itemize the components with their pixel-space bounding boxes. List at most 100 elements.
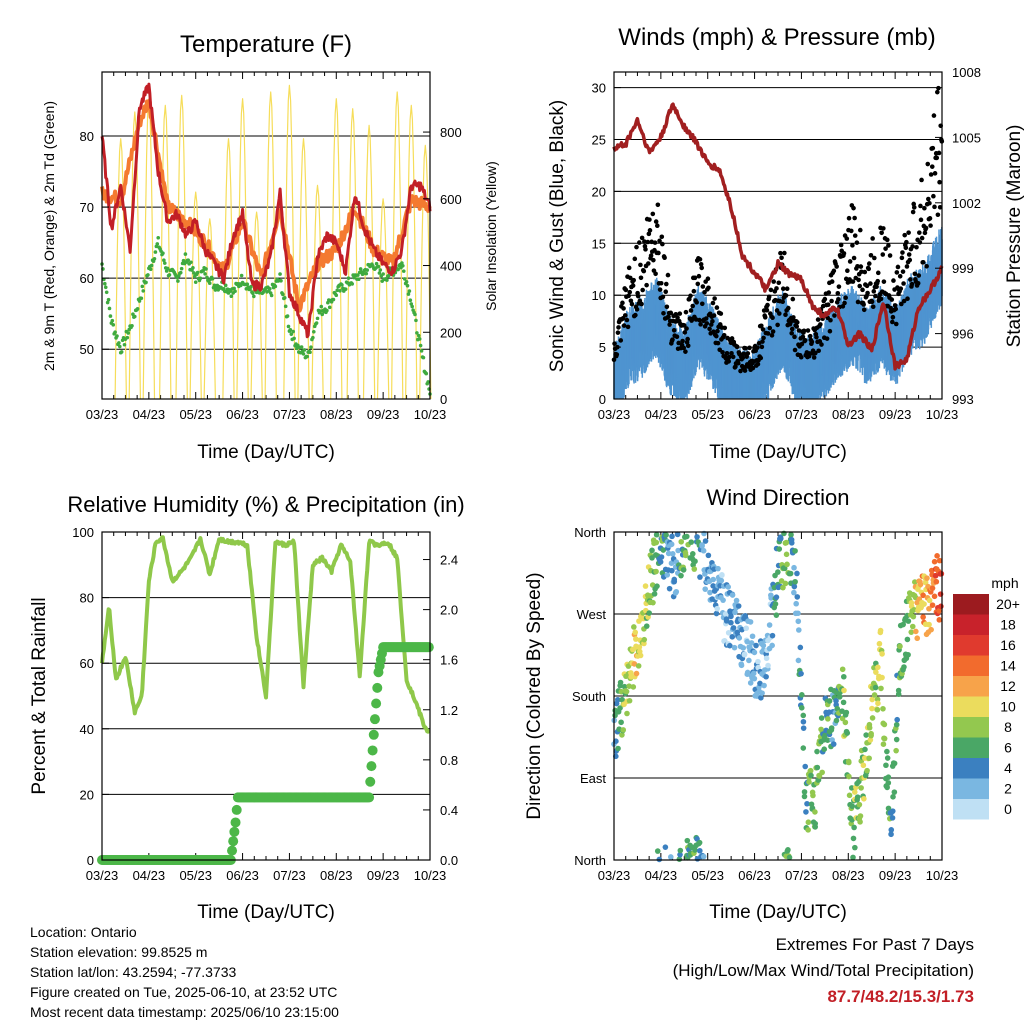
gust-point [656, 250, 661, 256]
direction-point [797, 644, 804, 651]
gust-point [671, 327, 677, 333]
td-point [283, 304, 288, 309]
dir-ylabel: Direction (Colored By Speed) [524, 572, 545, 819]
td-point [232, 286, 236, 291]
direction-point [673, 588, 680, 595]
gust-point [747, 345, 752, 351]
direction-point [714, 605, 721, 612]
gust-point [775, 322, 780, 328]
direction-point [824, 737, 831, 743]
td-point [416, 333, 421, 338]
direction-point [857, 813, 864, 819]
direction-point [769, 632, 776, 639]
rain-point [366, 761, 377, 772]
gust-point [903, 245, 909, 251]
direction-point [862, 746, 868, 753]
rh-title: Relative Humidity (%) & Precipitation (i… [67, 492, 464, 517]
td-point [204, 267, 208, 271]
gust-point [767, 325, 773, 331]
gust-point [819, 342, 824, 347]
td-point [223, 283, 228, 288]
direction-point [934, 553, 940, 559]
direction-point [807, 768, 814, 774]
gust-point [874, 284, 879, 289]
td-point [269, 293, 274, 298]
gust-point [664, 304, 670, 310]
td-point [108, 314, 113, 318]
solar-peak [346, 108, 359, 400]
gust-point [721, 332, 727, 338]
gust-point [646, 231, 652, 237]
gust-point [906, 252, 912, 257]
direction-point [677, 847, 684, 854]
gust-point [770, 315, 775, 321]
direction-point [888, 831, 894, 838]
plot-frame [101, 531, 431, 861]
gust-point [807, 333, 813, 339]
gust-point [881, 279, 887, 284]
direction-point [795, 610, 801, 617]
direction-point [801, 789, 808, 795]
td-point [311, 330, 316, 334]
td-point [405, 283, 410, 288]
td-point [146, 273, 150, 277]
td-point [130, 323, 134, 328]
direction-point [788, 536, 795, 543]
gust-point [621, 306, 626, 311]
gust-point [887, 253, 893, 258]
td-point [291, 329, 295, 334]
gust-point [908, 277, 913, 282]
td-point [305, 354, 310, 359]
gust-point [724, 350, 730, 356]
direction-point [909, 623, 916, 630]
td-point [335, 288, 340, 293]
gust-point [916, 273, 922, 278]
direction-point [715, 565, 721, 572]
gust-point [697, 317, 702, 323]
td-point [193, 280, 198, 284]
direction-point [758, 694, 764, 701]
td-point [302, 348, 307, 352]
solar-peak [264, 91, 277, 400]
direction-point [651, 591, 658, 597]
td-point [295, 346, 299, 351]
direction-point [718, 577, 725, 584]
rain-point [369, 714, 380, 725]
colorbar-swatch [953, 758, 989, 779]
gust-point [729, 350, 734, 356]
gust-point [638, 262, 643, 268]
series-wind-direction [611, 530, 945, 863]
td-point [356, 273, 360, 277]
gust-point [778, 250, 783, 256]
td-point [107, 306, 112, 311]
direction-point [908, 629, 915, 635]
td-point [378, 268, 383, 272]
td-point [167, 273, 172, 277]
direction-point [643, 623, 650, 629]
x-tick-label: 07/23 [273, 407, 306, 422]
td-point [408, 298, 413, 302]
gust-point [922, 205, 927, 211]
td-point [252, 294, 256, 299]
direction-point [792, 578, 798, 585]
gust-point [684, 326, 689, 331]
td-point [110, 318, 115, 323]
td-point [402, 277, 407, 281]
direction-point [792, 548, 798, 554]
gust-point [850, 279, 856, 284]
direction-point [699, 543, 705, 549]
td-point [413, 312, 417, 317]
direction-point [891, 760, 898, 767]
rain-point [231, 804, 242, 815]
direction-point [783, 551, 790, 558]
direction-point [677, 851, 683, 858]
gust-point [666, 314, 671, 319]
gust-point [660, 294, 666, 300]
gust-point [800, 334, 806, 340]
gust-point [841, 251, 847, 256]
y-tick-label: 70 [80, 200, 94, 215]
direction-point [793, 600, 799, 607]
rain-point [229, 826, 240, 837]
td-point [149, 263, 154, 268]
direction-point [854, 794, 861, 800]
